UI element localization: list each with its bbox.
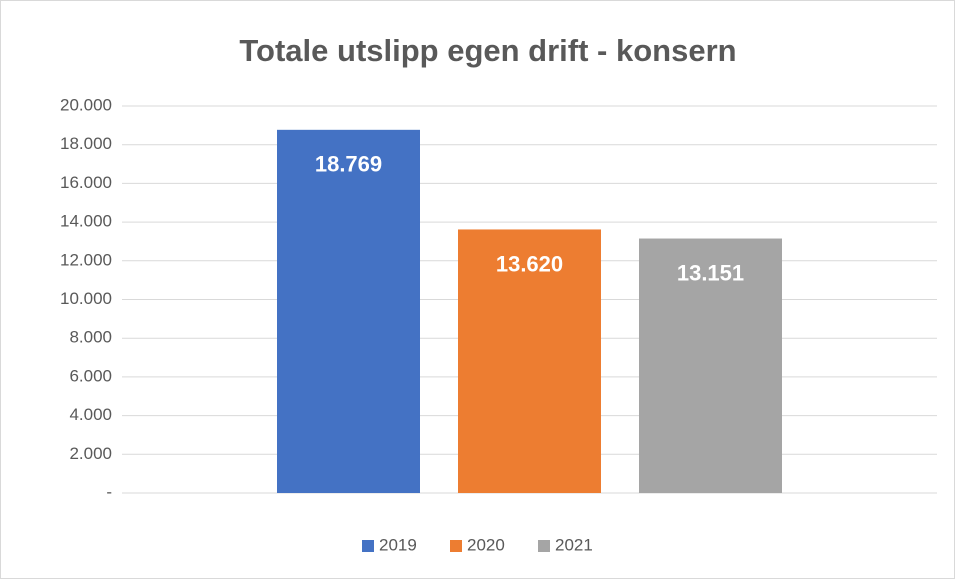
y-tick-label: 4.000 xyxy=(69,405,112,424)
bar xyxy=(639,238,782,493)
y-tick-label: 18.000 xyxy=(60,134,112,153)
legend-swatch xyxy=(538,540,550,552)
data-label: 18.769 xyxy=(315,152,382,177)
y-tick-label: 16.000 xyxy=(60,173,112,192)
y-tick-label: 12.000 xyxy=(60,250,112,269)
legend-label: 2019 xyxy=(379,535,417,554)
chart-title: Totale utslipp egen drift - konsern xyxy=(239,33,736,68)
y-tick-label: - xyxy=(106,482,112,501)
bar xyxy=(277,129,420,493)
legend-label: 2020 xyxy=(467,535,505,554)
y-tick-label: 6.000 xyxy=(69,366,112,385)
y-tick-label: 2.000 xyxy=(69,444,112,463)
y-tick-label: 20.000 xyxy=(60,95,112,114)
y-tick-label: 10.000 xyxy=(60,289,112,308)
legend-swatch xyxy=(450,540,462,552)
data-label: 13.151 xyxy=(677,260,744,285)
data-label: 13.620 xyxy=(496,251,563,276)
legend-label: 2021 xyxy=(555,535,593,554)
y-tick-label: 14.000 xyxy=(60,212,112,231)
bar xyxy=(458,229,601,493)
y-tick-label: 8.000 xyxy=(69,328,112,347)
legend-swatch xyxy=(362,540,374,552)
